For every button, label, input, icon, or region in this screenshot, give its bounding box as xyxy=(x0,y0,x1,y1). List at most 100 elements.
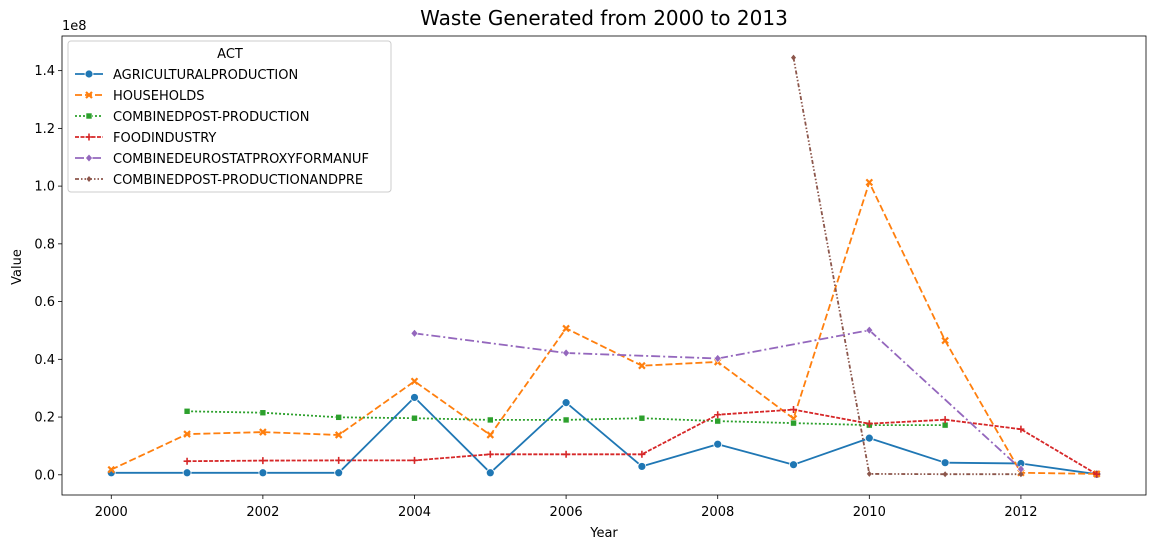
y-tick-label: 0.8 xyxy=(34,237,55,252)
y-axis: 0.0 0.2 0.4 0.6 0.8 1.0 1.2 1.4 xyxy=(34,64,62,483)
data-point xyxy=(334,431,343,439)
series-5 xyxy=(791,54,1024,478)
legend-swatch-marker xyxy=(86,176,92,182)
data-point xyxy=(182,468,192,478)
data-point xyxy=(789,460,798,470)
data-point xyxy=(486,450,494,458)
y-tick-label: 0.6 xyxy=(34,295,55,310)
series-layer xyxy=(106,54,1102,479)
plot-area xyxy=(61,35,1147,496)
data-point xyxy=(486,431,495,439)
data-point xyxy=(714,411,722,419)
x-axis: 2000 2002 2004 2006 2008 2010 2012 xyxy=(95,495,1037,520)
data-point xyxy=(941,336,949,345)
legend-item: FOODINDUSTRY xyxy=(75,131,216,146)
data-point xyxy=(865,178,874,187)
legend-swatch-marker xyxy=(85,112,93,120)
series-0 xyxy=(106,393,1102,479)
legend-label: AGRICULTURALPRODUCTION xyxy=(113,68,298,83)
x-tick-label: 2004 xyxy=(398,505,431,520)
x-axis-label: Year xyxy=(589,526,618,541)
series-line xyxy=(111,396,1097,476)
legend-title: ACT xyxy=(217,47,243,62)
series-1 xyxy=(107,178,1101,478)
data-point xyxy=(258,468,268,478)
data-point xyxy=(864,433,874,443)
data-point xyxy=(713,353,722,363)
y-tick-label: 1.4 xyxy=(34,64,55,79)
series-line xyxy=(110,181,1097,475)
data-point xyxy=(410,393,419,402)
data-point xyxy=(1018,471,1024,478)
legend-label: FOODINDUSTRY xyxy=(113,131,216,146)
data-point xyxy=(941,416,949,424)
data-point xyxy=(335,456,343,464)
data-point xyxy=(411,414,418,422)
legend-items: AGRICULTURALPRODUCTION HOUSEHOLDS COMBINED… xyxy=(75,68,369,188)
legend-frame xyxy=(67,40,392,193)
legend-item: COMBINEDPOST-PRODUCTIONANDPRE xyxy=(75,173,363,188)
legend-label: COMBINEDPOST-PRODUCTION xyxy=(113,110,309,125)
data-point xyxy=(259,428,267,436)
y-tick-label: 0.2 xyxy=(34,411,55,426)
legend-swatch-marker xyxy=(85,91,93,99)
data-point xyxy=(638,361,646,370)
legend-item: AGRICULTURALPRODUCTION xyxy=(75,68,298,83)
data-point xyxy=(713,439,723,449)
y-tick-label: 0.0 xyxy=(34,468,55,483)
plot-frame xyxy=(61,35,1147,496)
x-tick-label: 2012 xyxy=(1004,505,1037,520)
data-point xyxy=(410,377,419,386)
data-point xyxy=(335,414,342,421)
data-point xyxy=(1017,425,1025,433)
x-tick-label: 2008 xyxy=(701,505,734,520)
series-line xyxy=(414,329,1022,470)
legend-swatch-marker xyxy=(84,69,94,79)
data-point xyxy=(866,470,872,477)
data-point xyxy=(942,471,948,478)
legend-label: COMBINEDEUROSTATPROXYFORMANUF xyxy=(113,152,369,167)
legend: ACT AGRICULTURALPRODUCTION HOUSEHOLDS COMB… xyxy=(67,40,392,193)
data-point xyxy=(485,468,495,478)
data-point xyxy=(562,324,570,333)
data-point xyxy=(562,416,570,424)
data-point xyxy=(637,462,647,471)
data-point xyxy=(865,420,873,428)
data-point xyxy=(259,409,267,417)
legend-swatch-marker xyxy=(85,153,93,163)
data-point xyxy=(940,458,950,468)
data-point xyxy=(410,328,419,338)
x-tick-label: 2006 xyxy=(550,505,583,520)
data-point xyxy=(562,450,570,458)
legend-item: HOUSEHOLDS xyxy=(75,89,205,104)
series-line xyxy=(792,57,1021,476)
legend-label: COMBINEDPOST-PRODUCTIONANDPRE xyxy=(113,173,363,188)
data-point xyxy=(865,325,874,335)
data-point xyxy=(638,450,646,458)
series-4 xyxy=(410,325,1025,474)
y-tick-label: 0.4 xyxy=(34,353,55,368)
y-tick-label: 1.0 xyxy=(34,180,55,195)
legend-item: COMBINEDEUROSTATPROXYFORMANUF xyxy=(75,152,369,167)
y-axis-label: Value xyxy=(10,249,25,285)
legend-item: COMBINEDPOST-PRODUCTION xyxy=(75,110,309,125)
data-point xyxy=(183,407,191,415)
series-3 xyxy=(183,406,1101,478)
x-tick-label: 2010 xyxy=(853,505,886,520)
data-point xyxy=(410,456,418,464)
series-2 xyxy=(183,407,949,429)
legend-swatch-marker xyxy=(85,133,93,141)
data-point xyxy=(334,468,344,478)
x-tick-label: 2002 xyxy=(246,505,279,520)
data-point xyxy=(183,457,191,465)
data-point xyxy=(790,419,797,427)
data-point xyxy=(790,406,798,414)
chart-title: Waste Generated from 2000 to 2013 xyxy=(420,6,788,30)
legend-label: HOUSEHOLDS xyxy=(113,89,205,104)
y-tick-label: 1.2 xyxy=(34,122,55,137)
data-point xyxy=(486,416,494,424)
x-tick-label: 2000 xyxy=(95,505,128,520)
data-point xyxy=(183,430,191,438)
data-point xyxy=(259,457,267,465)
